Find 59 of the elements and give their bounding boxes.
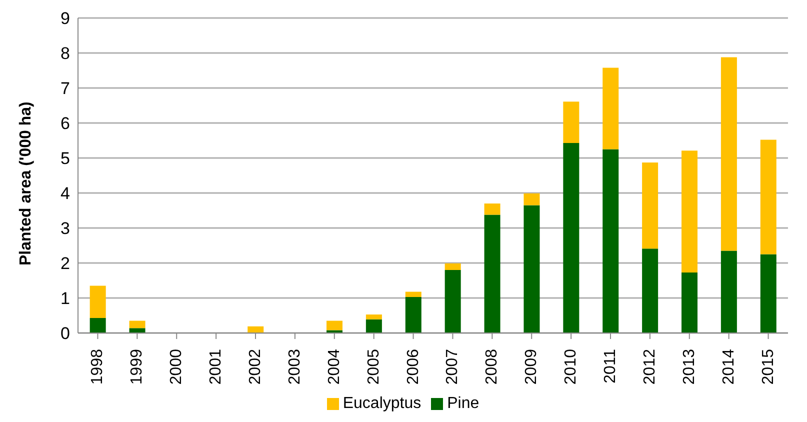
x-tick-label: 2002	[247, 348, 264, 385]
x-tick-label: 2013	[680, 348, 698, 385]
x-tick-label: 2006	[404, 348, 422, 385]
bar	[760, 140, 776, 254]
bar	[602, 149, 619, 333]
x-tick-label: 2015	[760, 348, 777, 385]
x-tick-label: 2011	[602, 348, 619, 384]
bar	[405, 296, 422, 333]
bar	[90, 286, 106, 318]
bar	[129, 320, 146, 328]
bar	[760, 254, 776, 333]
y-tick-label: 0	[60, 324, 70, 344]
x-tick-label: 2008	[484, 348, 501, 385]
bar	[129, 328, 146, 333]
y-axis-title: Planted area ('000 ha)	[18, 102, 35, 266]
y-tick-label: 6	[60, 114, 70, 134]
bar	[326, 320, 342, 330]
x-tick-label: 2014	[720, 348, 738, 385]
x-tick-label: 2003	[286, 348, 304, 385]
y-tick-label: 2	[60, 254, 70, 274]
x-tick-label: 1999	[128, 348, 146, 385]
y-tick-label: 5	[60, 149, 70, 168]
y-tick-label: 1	[60, 289, 70, 308]
bar	[720, 57, 737, 251]
bar	[682, 272, 698, 333]
x-tick-label: 2012	[641, 348, 658, 385]
x-tick-label: 1998	[89, 348, 106, 385]
x-tick-label: 2005	[365, 348, 382, 385]
bar	[90, 318, 106, 333]
bar	[563, 102, 580, 143]
bar	[602, 68, 619, 150]
bar	[524, 193, 540, 206]
bar	[720, 250, 737, 333]
y-tick-label: 7	[60, 79, 70, 98]
bar	[444, 263, 461, 270]
x-tick-label: 2009	[523, 348, 540, 385]
y-tick-label: 9	[60, 9, 70, 28]
legend-label: Pine	[447, 395, 480, 412]
x-tick-label: 2004	[326, 348, 343, 385]
x-tick-label: 2007	[444, 348, 462, 385]
bar	[366, 314, 382, 320]
x-tick-label: 2001	[208, 348, 225, 385]
bar	[484, 214, 500, 333]
bar	[563, 142, 580, 333]
bar	[484, 204, 500, 215]
legend-label: Eucalyptus	[342, 395, 422, 412]
y-tick-label: 3	[60, 219, 70, 238]
y-tick-label: 8	[60, 44, 70, 64]
bar	[682, 150, 698, 272]
bar	[248, 326, 264, 333]
x-tick-label: 2010	[562, 348, 580, 385]
bar	[366, 319, 382, 333]
x-tick-label: 2000	[168, 348, 186, 385]
bar	[642, 248, 658, 333]
bar	[524, 205, 540, 333]
bar	[444, 270, 461, 333]
bar	[642, 162, 658, 249]
bar	[405, 292, 422, 297]
y-tick-label: 4	[60, 184, 70, 204]
